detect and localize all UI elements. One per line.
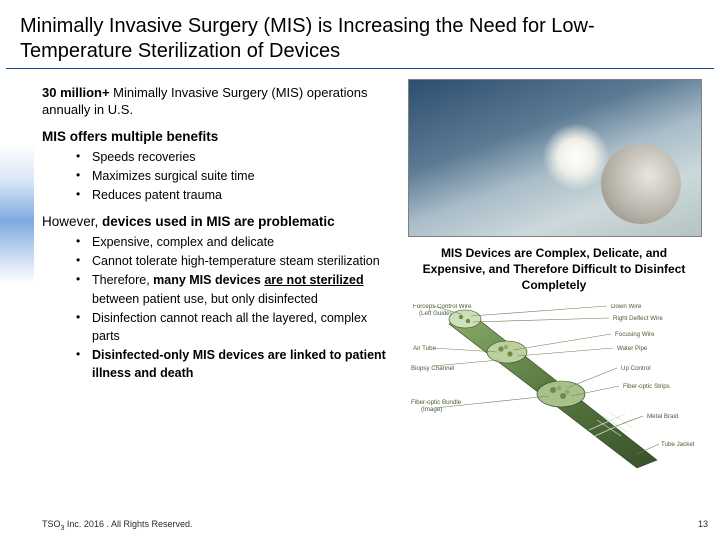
list-item: Disinfection cannot reach all the layere…: [76, 309, 394, 345]
diagram-label: Fiber-optic Bundle: [411, 399, 462, 406]
left-column: 30 million+ Minimally Invasive Surgery (…: [0, 79, 400, 468]
diagram-label: (Left Guide): [419, 310, 452, 317]
photo-equipment: [601, 144, 681, 224]
list-item: Therefore, many MIS devices are not ster…: [76, 271, 394, 307]
diagram-label: Fiber-optic Strips: [623, 383, 670, 390]
problem-heading: However, devices used in MIS are problem…: [42, 214, 394, 229]
device-diagram: Forceps Control Wire (Left Guide) Down W…: [411, 304, 697, 468]
stat-line: 30 million+ Minimally Invasive Surgery (…: [42, 85, 394, 119]
surgery-photo: [408, 79, 702, 237]
list-item: Disinfected-only MIS devices are linked …: [76, 346, 394, 382]
right-column: MIS Devices are Complex, Delicate, and E…: [400, 79, 710, 468]
footer: TSO3 Inc. 2016 . All Rights Reserved. 13: [42, 519, 708, 532]
list-item: Cannot tolerate high-temperature steam s…: [76, 252, 394, 270]
list-item: Reduces patent trauma: [76, 186, 394, 204]
problem-heading-bold: devices used in MIS are problematic: [102, 214, 335, 229]
list-item: Maximizes surgical suite time: [76, 167, 394, 185]
diagram-label: Right Deflect Wire: [613, 315, 663, 322]
diagram-label: Down Wire: [611, 304, 642, 310]
benefits-list: Speeds recoveries Maximizes surgical sui…: [42, 148, 394, 204]
stat-bold: 30 million+: [42, 85, 110, 100]
page-number: 13: [698, 519, 708, 532]
list-item: Speeds recoveries: [76, 148, 394, 166]
content-columns: 30 million+ Minimally Invasive Surgery (…: [0, 79, 720, 468]
diagram-label: Air Tube: [413, 345, 437, 352]
diagram-label: Metal Braid: [647, 413, 679, 420]
diagram-label: Tube Jacket: [661, 441, 695, 448]
photo-caption: MIS Devices are Complex, Delicate, and E…: [406, 237, 702, 300]
slide-title: Minimally Invasive Surgery (MIS) is Incr…: [6, 0, 714, 69]
footer-copyright: TSO3 Inc. 2016 . All Rights Reserved.: [42, 519, 193, 532]
decorative-gradient-bar: [0, 145, 34, 283]
diagram-label: Biopsy Channel: [411, 365, 454, 372]
photo-light-bloom: [543, 124, 609, 190]
list-item: Expensive, complex and delicate: [76, 233, 394, 251]
diagram-label: Focusing Wire: [615, 331, 655, 338]
problem-list: Expensive, complex and delicateCannot to…: [42, 233, 394, 382]
diagram-label: Up Control: [621, 365, 651, 372]
diagram-label: (Image): [421, 406, 442, 413]
benefits-heading: MIS offers multiple benefits: [42, 129, 394, 144]
problem-heading-plain: However,: [42, 214, 102, 229]
diagram-label: Water Pipe: [617, 345, 648, 352]
